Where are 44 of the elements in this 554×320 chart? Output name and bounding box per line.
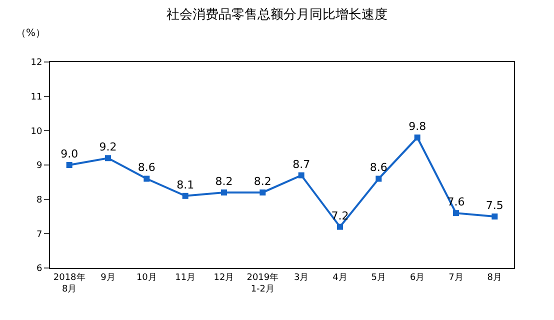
data-label: 8.2 — [254, 174, 272, 188]
point — [453, 210, 459, 216]
x-tick-label: 11月 — [175, 272, 196, 283]
x-tick-label: 4月 — [332, 272, 348, 283]
point — [414, 134, 420, 141]
point — [221, 189, 227, 196]
point — [492, 214, 498, 220]
y-tick-label: 9 — [36, 161, 42, 172]
x-tick-label: 3月 — [294, 272, 309, 283]
y-tick-label: 7 — [36, 230, 42, 240]
data-label: 7.5 — [486, 199, 504, 212]
point — [66, 162, 72, 168]
data-label: 9.8 — [408, 120, 426, 134]
point — [105, 155, 111, 162]
point — [182, 192, 188, 199]
point — [144, 176, 150, 182]
data-label: 8.2 — [215, 174, 233, 188]
data-label: 7.2 — [331, 209, 349, 222]
x-tick-label: 8月 — [487, 272, 502, 283]
x-tick-label: 6月 — [410, 272, 425, 283]
point — [376, 176, 382, 182]
y-axis-title: （%） — [16, 28, 46, 39]
y-tick-label: 10 — [30, 126, 42, 137]
point — [298, 172, 304, 178]
x-tick-label: 12月 — [214, 272, 234, 283]
chart-title: 社会消费品零售总额分月同比增长速度 — [166, 6, 388, 23]
data-label: 8.6 — [138, 161, 156, 174]
point — [260, 189, 266, 196]
data-label: 8.6 — [370, 161, 388, 174]
y-tick-label: 12 — [30, 58, 42, 68]
data-label: 9.2 — [99, 140, 117, 154]
data-label: 8.1 — [176, 178, 194, 192]
y-tick-label: 8 — [36, 195, 42, 206]
x-tick-label: 7月 — [448, 272, 464, 283]
y-tick-label: 11 — [30, 92, 42, 102]
y-tick-label: 6 — [36, 264, 42, 274]
x-tick-label: 2018年 8月 — [53, 272, 86, 294]
data-label: 9.0 — [60, 148, 78, 160]
point — [337, 224, 343, 230]
x-tick-label: 2019年 1-2月 — [246, 272, 279, 294]
x-tick-label: 10月 — [136, 272, 157, 283]
x-tick-label: 5月 — [371, 272, 386, 283]
data-label: 8.7 — [292, 158, 310, 171]
x-tick-label: 9月 — [100, 272, 116, 283]
